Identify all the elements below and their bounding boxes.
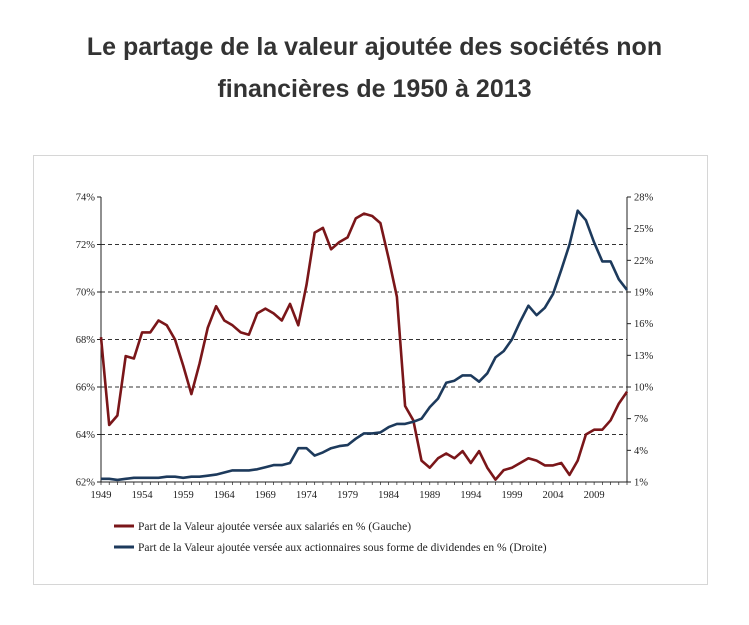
grid-lines	[101, 244, 627, 435]
x-tick-label: 1999	[501, 490, 522, 501]
right-tick-label: 13%	[634, 351, 654, 362]
right-tick-label: 16%	[634, 319, 654, 330]
x-tick-label: 1989	[419, 490, 440, 501]
left-axis-ticks: 62% 64% 66% 68% 70% 72% 74%	[76, 193, 101, 489]
x-tick-label: 1979	[337, 490, 358, 501]
chart-frame: 62% 64% 66% 68% 70% 72% 74% 1% 4% 7% 10% 13% 16% 19%…	[33, 155, 708, 585]
series-line-dividends	[101, 209, 629, 482]
x-tick-label: 1964	[214, 490, 236, 501]
left-tick-label: 74%	[76, 193, 96, 204]
right-tick-label: 4%	[634, 446, 648, 457]
left-tick-label: 62%	[76, 478, 96, 489]
series-lines	[99, 209, 629, 482]
x-tick-label: 2004	[543, 490, 565, 501]
series-line-salaries	[99, 212, 629, 481]
right-tick-label: 25%	[634, 224, 654, 235]
right-tick-label: 19%	[634, 288, 654, 299]
right-axis-ticks: 1% 4% 7% 10% 13% 16% 19% 22% 25% 28%	[627, 193, 654, 489]
x-tick-label: 1974	[296, 490, 318, 501]
x-tick-label: 1984	[378, 490, 400, 501]
right-tick-label: 10%	[634, 383, 654, 394]
left-tick-label: 70%	[76, 288, 96, 299]
x-tick-label: 2009	[584, 490, 605, 501]
left-tick-label: 68%	[76, 335, 96, 346]
right-tick-label: 22%	[634, 256, 654, 267]
x-axis-ticks: 1949 1954 1959 1964 1969 1974 1979 1984 1989 1994…	[91, 482, 628, 501]
left-tick-label: 72%	[76, 240, 96, 251]
right-tick-label: 1%	[634, 478, 648, 489]
x-tick-label: 1994	[460, 490, 482, 501]
title-line-2: financières de 1950 à 2013	[217, 75, 532, 103]
left-tick-label: 64%	[76, 430, 96, 441]
x-tick-label: 1954	[132, 490, 154, 501]
legend: Part de la Valeur ajoutée versée aux sal…	[114, 521, 547, 554]
x-tick-label: 1969	[255, 490, 276, 501]
x-tick-label: 1959	[173, 490, 194, 501]
page-title: Le partage de la valeur ajoutée des soci…	[0, 26, 749, 110]
right-tick-label: 7%	[634, 414, 648, 425]
legend-label-dividends: Part de la Valeur ajoutée versée aux act…	[138, 542, 547, 554]
legend-label-salaries: Part de la Valeur ajoutée versée aux sal…	[138, 521, 411, 533]
right-tick-label: 28%	[634, 193, 654, 204]
x-tick-label: 1949	[91, 490, 112, 501]
left-tick-label: 66%	[76, 383, 96, 394]
title-line-1: Le partage de la valeur ajoutée des soci…	[86, 33, 663, 61]
chart-svg: 62% 64% 66% 68% 70% 72% 74% 1% 4% 7% 10% 13% 16% 19%…	[76, 193, 654, 555]
